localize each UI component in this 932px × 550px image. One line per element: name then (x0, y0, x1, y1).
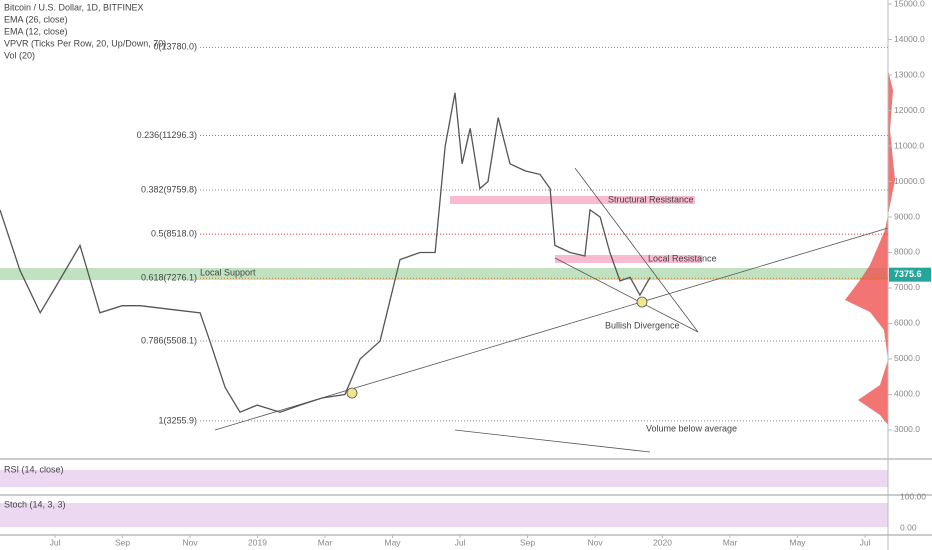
y-tick-label: 12000.0 (894, 105, 925, 115)
annotation: Volume below average (646, 423, 737, 433)
x-tick-label: Sep (520, 537, 535, 547)
fib-label: 0.5(8518.0) (151, 228, 197, 238)
x-tick-label: Jul (860, 537, 871, 547)
rsi-band (0, 470, 888, 487)
x-tick-label: Mar (723, 537, 738, 547)
y-tick-label: 3000.0 (894, 424, 920, 434)
x-tick-label: Jul (50, 537, 61, 547)
fib-label: 0.236(11296.3) (137, 130, 197, 140)
last-price-box (889, 267, 931, 282)
x-tick-label: Nov (587, 537, 603, 547)
study-label: VPVR (Ticks Per Row, 20, Up/Down, 70) (4, 38, 166, 48)
study-label: Vol (20) (4, 50, 35, 60)
x-tick-label: May (790, 537, 807, 547)
y-tick-label: 13000.0 (894, 69, 925, 79)
resistance-band (555, 255, 702, 263)
y-tick-label: 8000.0 (894, 247, 920, 257)
stoch-tick-label: 100.00 (900, 491, 926, 501)
trendline (574, 167, 699, 333)
volume-profile (845, 70, 895, 425)
y-tick-label: 9000.0 (894, 211, 920, 221)
fib-label: 0.618(7276.1) (141, 273, 197, 283)
fib-label: 0.382(9759.8) (141, 184, 197, 194)
pane-title: RSI (14, close) (4, 464, 64, 474)
y-tick-label: 15000.0 (894, 0, 925, 8)
y-tick-label: 10000.0 (894, 176, 925, 186)
y-tick-label: 4000.0 (894, 389, 920, 399)
study-label: EMA (12, close) (4, 26, 68, 36)
trendline (454, 429, 651, 453)
y-tick-label: 11000.0 (894, 140, 924, 150)
support-band (0, 268, 888, 280)
study-label: EMA (26, close) (4, 14, 68, 24)
divergence-marker (346, 387, 358, 399)
x-tick-label: 2019 (248, 537, 267, 547)
y-tick-label: 5000.0 (894, 353, 920, 363)
pane-title: Stoch (14, 3, 3) (4, 499, 66, 509)
x-tick-label: May (384, 537, 401, 547)
x-tick-label: 2020 (653, 537, 672, 547)
y-tick-label: 7000.0 (894, 282, 920, 292)
x-tick-label: Mar (318, 537, 333, 547)
resistance-band (450, 196, 695, 204)
fib-label: 1(3255.9) (158, 415, 197, 425)
annotation: Bullish Divergence (605, 320, 680, 330)
y-tick-label: 14000.0 (894, 34, 925, 44)
fib-label: 0(13780.0) (153, 42, 197, 52)
annotation: Structural Resistance (608, 194, 694, 204)
trendline (214, 227, 889, 431)
y-tick-label: 6000.0 (894, 318, 920, 328)
fib-label: 0.786(5508.1) (141, 335, 197, 345)
stoch-band (0, 503, 888, 527)
x-tick-label: Jul (455, 537, 466, 547)
divergence-marker (636, 296, 648, 308)
price-line (0, 92, 651, 414)
stoch-tick-label: 0.00 (900, 522, 917, 532)
annotation: Local Support (200, 267, 256, 277)
x-tick-label: Sep (115, 537, 130, 547)
trendline (554, 257, 699, 333)
annotation: Local Resistance (648, 253, 717, 263)
symbol-title: Bitcoin / U.S. Dollar, 1D, BITFINEX (4, 2, 144, 12)
x-tick-label: Nov (182, 537, 198, 547)
last-price-label: 7375.6 (894, 269, 922, 279)
